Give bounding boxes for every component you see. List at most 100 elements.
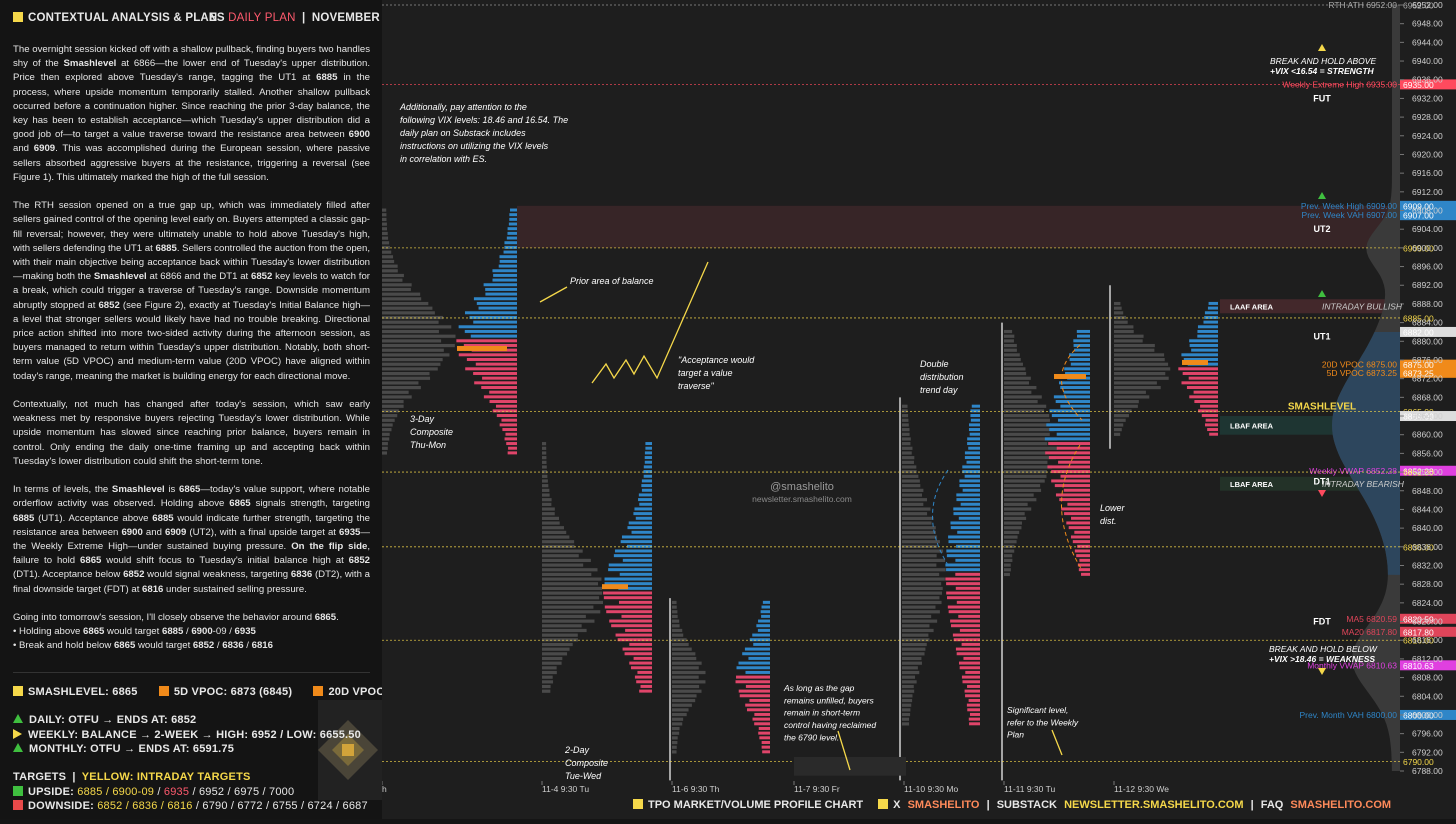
volume-bar <box>760 610 770 614</box>
volume-bar <box>622 647 652 651</box>
acceptance-note: "Acceptance would target a value traverse" <box>678 355 755 391</box>
chart-background <box>382 0 1456 819</box>
tpo-bar <box>1004 470 1047 474</box>
tpo-bar <box>902 666 918 670</box>
volume-bar <box>1178 367 1218 371</box>
volume-bar <box>761 740 770 744</box>
volume-bar <box>967 437 980 441</box>
tpo-bar <box>542 442 547 446</box>
tpo-bar <box>902 624 930 628</box>
volume-bar <box>950 526 980 530</box>
y-tick-label: 6936.00 <box>1412 75 1443 85</box>
volume-bar <box>969 423 980 427</box>
tpo-bar <box>902 642 927 647</box>
tpo-bar <box>542 577 602 581</box>
tpo-bar <box>382 339 442 343</box>
volume-bar <box>964 451 980 455</box>
volume-bar <box>604 605 652 609</box>
tpo-bar <box>902 586 943 591</box>
tpo-bar <box>542 619 595 623</box>
tpo-bar <box>1114 381 1157 385</box>
volume-bar <box>758 726 770 730</box>
annotation-line: refer to the Weekly <box>1007 717 1079 727</box>
volume-bar <box>1067 502 1090 506</box>
tpo-bar <box>382 287 411 292</box>
volume-bar <box>961 642 980 646</box>
volume-bar <box>618 600 652 604</box>
tpo-bar <box>902 554 937 558</box>
tpo-bar <box>672 675 699 679</box>
axis-price-label: 6952.00 <box>1403 1 1434 11</box>
volume-bar <box>639 689 652 693</box>
volume-bar <box>626 544 652 548</box>
tpo-bar <box>1004 507 1032 511</box>
zone-label: DT1 <box>1313 476 1330 486</box>
distribution-arc <box>1061 344 1083 421</box>
volume-bar <box>970 414 980 418</box>
tpo-bar <box>542 516 559 520</box>
tpo-bar <box>542 451 547 455</box>
footer-substack: SUBSTACK <box>996 799 1057 811</box>
tpo-bar <box>1114 353 1165 357</box>
y-tick-label: 6916.00 <box>1412 168 1443 178</box>
volume-bar <box>955 572 980 576</box>
tpo-bar <box>542 549 583 553</box>
volume-bar <box>1183 357 1218 361</box>
tpo-bar <box>902 558 946 563</box>
zone-label: SMASHLEVEL <box>1288 402 1356 413</box>
volume-bar <box>633 656 652 660</box>
axis-price-label: 6909.00 <box>1403 201 1434 211</box>
tpo-bar <box>542 558 591 563</box>
tpo-bar <box>902 479 920 483</box>
level-label: Prev. Week VAH 6907.00 <box>1302 210 1398 220</box>
tpo-bar <box>902 451 912 455</box>
tpo-bar <box>902 530 936 534</box>
volume-bar <box>964 474 980 478</box>
y-tick-label: 6896.00 <box>1412 262 1443 272</box>
tpo-bar <box>542 512 555 516</box>
tpo-bar <box>902 470 917 474</box>
volume-bar <box>465 367 517 371</box>
faq-link[interactable]: SMASHELITO.COM <box>1290 799 1392 811</box>
volume-bar <box>745 703 770 707</box>
tpo-bar <box>672 642 689 647</box>
annotation-line: dist. <box>1100 516 1117 526</box>
volume-bar <box>955 586 980 590</box>
tpo-bar <box>542 605 594 609</box>
square-icon <box>13 800 23 810</box>
volume-bar <box>1044 437 1090 441</box>
volume-bar <box>744 647 770 651</box>
annotation-line: Lower <box>1100 503 1126 513</box>
volume-bar <box>1207 306 1218 310</box>
volume-bar <box>634 675 652 679</box>
volume-bar <box>969 712 980 716</box>
tpo-bar <box>542 680 554 684</box>
tpo-bar <box>902 628 934 633</box>
substack-link[interactable]: NEWSLETTER.SMASHELITO.COM <box>1064 799 1244 811</box>
plan-type: DAILY PLAN <box>228 12 296 24</box>
volume-bar <box>759 736 770 740</box>
downside-targets: DOWNSIDE: 6852 / 6836 / 6816 / 6790 / 67… <box>13 800 368 812</box>
y-tick-label: 6876.00 <box>1412 355 1443 365</box>
annotation-line: As long as the gap <box>783 683 855 693</box>
volume-bar <box>953 507 980 511</box>
x-handle-link[interactable]: SMASHELITO <box>907 799 980 811</box>
volume-bar <box>1065 371 1090 375</box>
volume-bar <box>1069 357 1090 361</box>
annotation-line: control having reclaimed <box>784 720 876 730</box>
footer-bar: TPO MARKET/VOLUME PROFILE CHART X SMASHE… <box>633 799 1391 811</box>
tpo-bar <box>902 698 913 703</box>
tpo-profile-11-11 <box>1004 329 1090 577</box>
square-icon <box>13 12 23 22</box>
tpo-bar <box>542 479 548 483</box>
tpo-bar <box>902 404 908 408</box>
axis-price-label: 6864.00 <box>1403 412 1434 422</box>
volume-bar <box>952 633 980 637</box>
tpo-chart[interactable]: RTH ATH 6952.00 Weekly Extreme High 6935.… <box>381 0 1456 819</box>
volume-bar <box>1056 432 1090 436</box>
tpo-bar <box>1004 339 1014 343</box>
volume-bar <box>1073 339 1090 343</box>
volume-bar <box>645 442 652 446</box>
poc-marker <box>602 584 628 590</box>
chart-svg[interactable]: RTH ATH 6952.00 Weekly Extreme High 6935.… <box>381 0 1456 819</box>
